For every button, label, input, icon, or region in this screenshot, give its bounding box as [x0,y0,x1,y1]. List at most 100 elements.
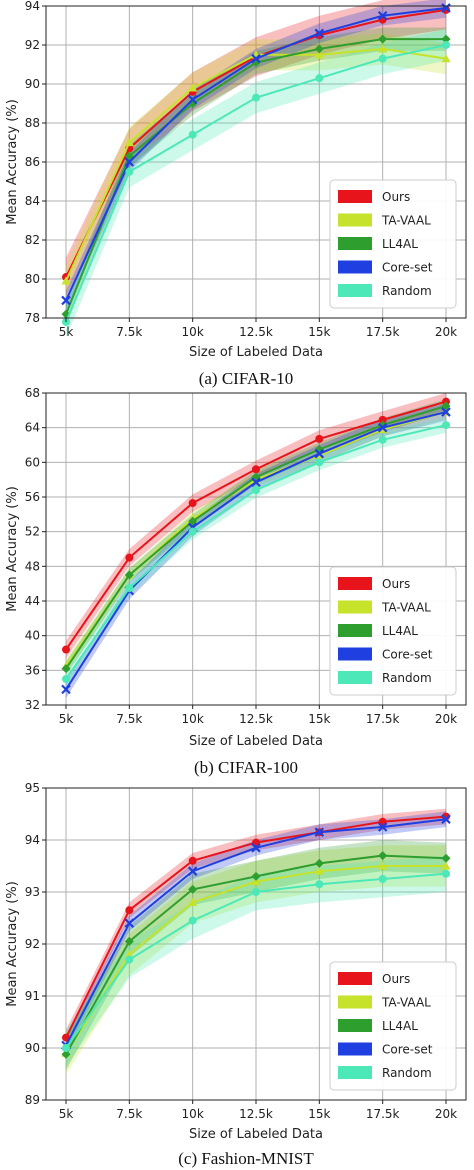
y-tick-label: 95 [25,781,40,795]
legend-label-random: Random [382,671,432,685]
data-point-ours [378,415,387,424]
data-point-ll4al [441,34,451,44]
data-point-ll4al [61,1049,71,1059]
legend-label-ours: Ours [382,972,410,986]
data-point-random [62,1044,70,1052]
data-point-ll4al [441,401,451,411]
data-point-core-set [314,28,325,39]
data-point-ta-vaal [61,276,71,285]
x-tick-label: 10k [182,1107,204,1121]
x-tick-label: 17.5k [366,325,400,339]
data-point-ta-vaal [314,866,324,875]
chart-panel-2: 32 36 40 44 48 52 56 60 64 68 5k 7.5k 10k 12.5k 15k 17.… [5,386,467,777]
data-point-ours [252,465,260,474]
y-tick-label: 40 [25,629,40,643]
y-tick-label: 88 [25,116,40,130]
legend-label-core-set: Core-set [382,648,433,662]
data-point-ll4al [314,858,324,868]
data-point-ta-vaal [314,50,324,59]
data-point-core-set [314,827,325,837]
legend-label-core-set: Core-set [382,1043,433,1057]
data-point-ll4al [441,853,451,863]
data-point-ll4al [124,936,134,946]
legend-swatch-ours [338,190,372,203]
y-tick-label: 89 [25,1093,40,1107]
data-point-random [188,527,197,536]
data-point-random [442,41,450,49]
chart-panel-3: 89 90 91 92 93 94 95 5k 7.5k 10k 12.5k 15k 17.5k 20k S… [5,781,467,1168]
x-axis-label: Size of Labeled Data [189,734,323,749]
y-tick-label: 94 [25,0,40,13]
data-point-ours [188,856,197,865]
x-tick-label: 12.5k [239,1107,273,1121]
y-tick-label: 64 [25,421,40,435]
legend-label-ll4al: LL4AL [382,1019,418,1033]
legend-swatch-ll4al [338,1019,372,1032]
x-tick-label: 7.5k [116,712,142,726]
data-point-random [188,130,197,139]
y-tick-label: 92 [25,937,40,951]
legend: Ours TA-VAAL LL4AL Core-set Random [329,566,457,696]
legend-label-ll4al: LL4AL [382,237,418,251]
series-band-ta-vaal [66,33,446,297]
legend-swatch-random [338,1066,372,1079]
legend-swatch-ours [338,577,372,590]
x-tick-label: 7.5k [116,1107,142,1121]
data-point-core-set [187,94,198,105]
data-point-ta-vaal [441,861,451,870]
y-axis-label: Mean Accuracy (%) [5,881,20,1007]
data-point-ours [188,499,197,508]
y-tick-label: 80 [25,272,40,286]
legend: Ours TA-VAAL LL4AL Core-set Random [329,961,457,1091]
data-point-ta-vaal [188,897,198,906]
data-point-random [315,880,324,889]
chart-caption: (a) CIFAR-10 [199,369,294,388]
data-point-ta-vaal [188,83,198,92]
y-tick-label: 52 [25,525,40,539]
data-point-ll4al [314,44,324,54]
data-point-random [252,486,260,495]
data-point-random [188,916,197,925]
data-point-core-set [124,918,135,928]
data-point-ta-vaal [251,877,261,886]
legend-swatch-ta-vaal [338,213,372,227]
x-tick-label: 5k [59,712,74,726]
data-point-ta-vaal [378,44,388,53]
y-axis-label: Mean Accuracy (%) [5,486,20,612]
data-point-ll4al [188,884,198,894]
data-point-ta-vaal [124,949,134,958]
data-point-core-set [124,157,135,167]
x-tick-label: 10k [182,325,204,339]
x-tick-label: 12.5k [239,712,273,726]
data-point-ours [315,434,324,443]
legend-box [329,566,457,696]
chart-panel-1: 78 80 82 84 86 88 90 92 94 5k 7.5k 10k 12.5k 15k 17.5k… [5,0,467,388]
x-tick-label: 17.5k [366,1107,400,1121]
legend-swatch-core-set [338,260,372,274]
data-point-ta-vaal [378,861,388,870]
data-point-random [62,675,70,683]
chart-caption: (b) CIFAR-100 [194,758,298,777]
data-point-random [125,955,134,964]
data-point-random [252,888,260,896]
data-point-ours [62,645,70,654]
data-point-core-set [314,448,325,459]
data-point-core-set [251,53,261,64]
y-tick-label: 92 [25,38,40,52]
legend-swatch-ll4al [338,624,372,637]
data-point-random [315,74,324,83]
x-tick-label: 7.5k [116,325,142,339]
y-tick-label: 91 [25,989,40,1003]
legend-box [329,961,457,1091]
legend-swatch-core-set [338,1042,372,1056]
y-tick-label: 86 [25,155,40,169]
legend-box [329,179,457,309]
data-point-ll4al [378,851,388,861]
y-tick-label: 68 [25,386,40,400]
y-tick-label: 84 [25,194,40,208]
data-point-random [125,584,134,592]
data-point-core-set [377,822,388,832]
y-axis-label: Mean Accuracy (%) [5,99,20,225]
x-tick-label: 17.5k [366,712,400,726]
data-point-ours [125,906,134,915]
